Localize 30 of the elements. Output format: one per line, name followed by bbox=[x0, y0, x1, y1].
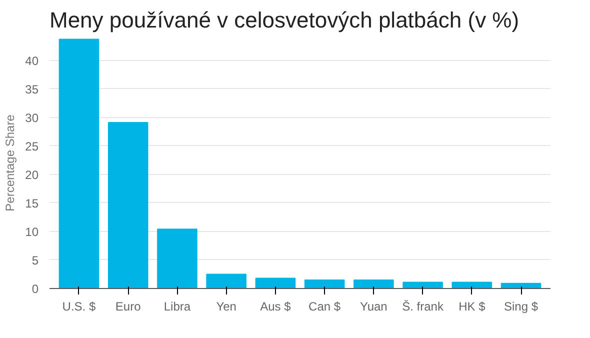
bar bbox=[402, 282, 443, 288]
x-tick-label: Yuan bbox=[360, 300, 388, 314]
y-tick-label: 25 bbox=[25, 139, 39, 154]
y-tick-label: 35 bbox=[25, 82, 39, 96]
x-tick-label: Sing $ bbox=[504, 300, 538, 314]
x-tick-label: HK $ bbox=[458, 300, 486, 314]
bar bbox=[304, 279, 345, 288]
y-tick-label: 10 bbox=[25, 224, 39, 239]
bar bbox=[452, 282, 492, 288]
bar bbox=[58, 38, 100, 288]
bar bbox=[108, 122, 148, 288]
x-tick-label: Yen bbox=[216, 300, 236, 314]
y-tick-label: 20 bbox=[25, 168, 39, 182]
x-tick-label: Can $ bbox=[308, 300, 341, 314]
y-tick-label: 5 bbox=[32, 253, 39, 268]
x-tick-label: Š. frank bbox=[402, 300, 444, 314]
bar bbox=[255, 278, 296, 288]
y-tick-label: 30 bbox=[25, 110, 39, 125]
x-tick-label: U.S. $ bbox=[62, 300, 96, 314]
x-tick-label: Euro bbox=[115, 300, 142, 314]
y-tick-label: 40 bbox=[25, 54, 39, 68]
x-tick-label: Libra bbox=[164, 300, 191, 314]
y-tick-label: 0 bbox=[32, 282, 39, 296]
chart-title: Meny používané v celosvetových platbách (v %) bbox=[50, 8, 520, 32]
bar bbox=[206, 274, 246, 288]
y-tick-label: 15 bbox=[25, 196, 39, 210]
y-axis-title: Percentage Share bbox=[3, 114, 18, 212]
bar bbox=[354, 279, 394, 288]
x-tick-label: Aus $ bbox=[260, 300, 292, 314]
bar bbox=[157, 228, 198, 288]
